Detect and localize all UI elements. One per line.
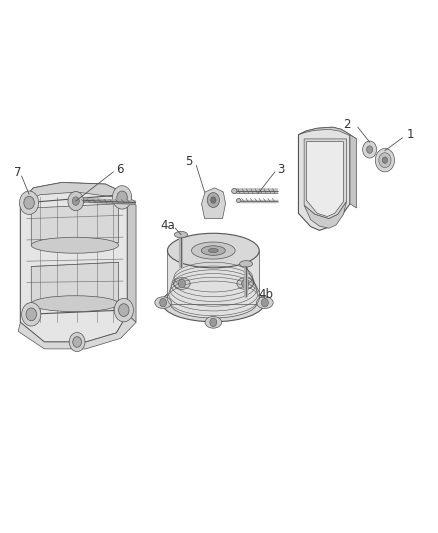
Ellipse shape xyxy=(191,242,235,259)
Text: 4b: 4b xyxy=(259,288,274,301)
Circle shape xyxy=(382,157,388,164)
Circle shape xyxy=(207,192,219,207)
Circle shape xyxy=(375,149,395,172)
Circle shape xyxy=(73,337,81,348)
Text: 4a: 4a xyxy=(160,219,175,231)
Ellipse shape xyxy=(174,231,187,238)
Circle shape xyxy=(363,141,377,158)
Polygon shape xyxy=(304,139,346,219)
Text: 3: 3 xyxy=(277,163,285,176)
Ellipse shape xyxy=(257,297,273,309)
Polygon shape xyxy=(18,314,136,349)
Circle shape xyxy=(21,303,41,326)
Ellipse shape xyxy=(205,317,222,328)
Circle shape xyxy=(178,279,185,288)
Polygon shape xyxy=(304,201,346,228)
Ellipse shape xyxy=(31,296,119,312)
Polygon shape xyxy=(201,188,226,219)
Circle shape xyxy=(19,191,39,214)
Ellipse shape xyxy=(208,248,218,253)
Circle shape xyxy=(159,298,166,307)
Polygon shape xyxy=(167,251,259,304)
Circle shape xyxy=(69,333,85,352)
Polygon shape xyxy=(298,127,350,230)
Circle shape xyxy=(210,318,217,327)
Ellipse shape xyxy=(31,237,119,253)
Ellipse shape xyxy=(201,246,225,255)
Circle shape xyxy=(117,191,127,204)
Ellipse shape xyxy=(155,297,171,309)
Polygon shape xyxy=(31,262,119,304)
Ellipse shape xyxy=(170,287,257,318)
Text: 6: 6 xyxy=(116,163,123,176)
Ellipse shape xyxy=(173,278,190,289)
Circle shape xyxy=(114,298,134,322)
Circle shape xyxy=(24,196,34,209)
Polygon shape xyxy=(127,195,136,322)
Circle shape xyxy=(113,185,132,209)
Text: 5: 5 xyxy=(185,155,192,168)
Ellipse shape xyxy=(240,261,253,267)
Circle shape xyxy=(261,298,268,307)
Text: 7: 7 xyxy=(14,166,21,180)
Circle shape xyxy=(379,153,391,167)
Circle shape xyxy=(367,146,373,154)
Ellipse shape xyxy=(232,188,237,193)
Circle shape xyxy=(26,308,36,321)
Circle shape xyxy=(119,304,129,317)
Polygon shape xyxy=(298,127,357,139)
Text: 1: 1 xyxy=(406,128,414,141)
Polygon shape xyxy=(20,182,127,342)
Circle shape xyxy=(72,197,79,205)
Ellipse shape xyxy=(237,278,254,289)
Polygon shape xyxy=(306,142,343,216)
Circle shape xyxy=(242,279,249,288)
Polygon shape xyxy=(20,182,136,205)
Polygon shape xyxy=(350,135,357,208)
Ellipse shape xyxy=(162,284,265,322)
Polygon shape xyxy=(31,204,119,245)
Text: 2: 2 xyxy=(343,118,351,131)
Ellipse shape xyxy=(237,198,241,203)
Circle shape xyxy=(211,197,216,203)
Circle shape xyxy=(68,191,84,211)
Ellipse shape xyxy=(167,233,259,268)
